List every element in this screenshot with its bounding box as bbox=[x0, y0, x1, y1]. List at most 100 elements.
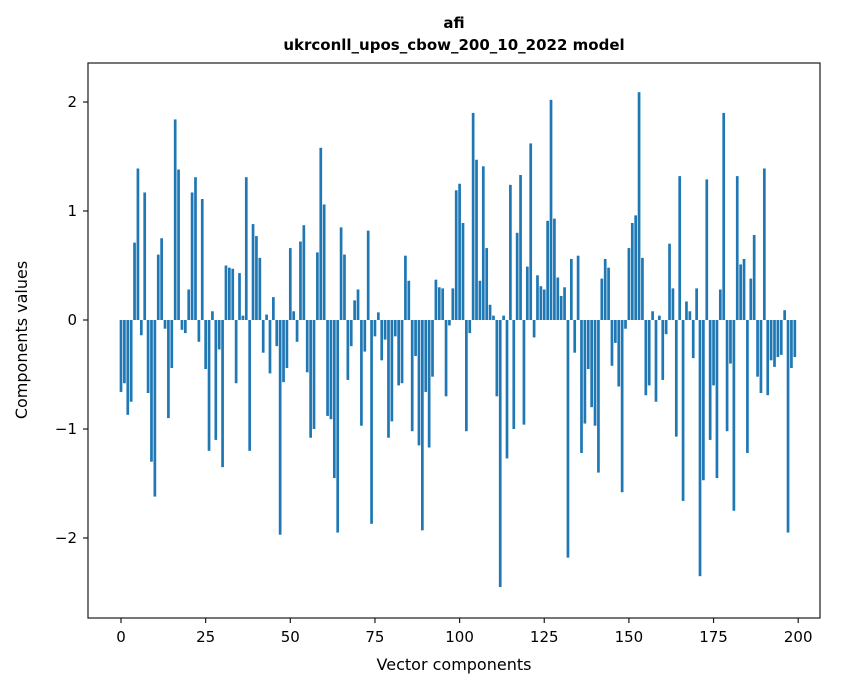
y-tick-label: −2 bbox=[55, 529, 77, 547]
y-tick-label: −1 bbox=[55, 420, 77, 438]
bar bbox=[749, 278, 753, 320]
bar bbox=[156, 254, 160, 320]
bar bbox=[329, 320, 333, 420]
bar bbox=[139, 320, 143, 336]
bar bbox=[644, 320, 648, 396]
x-tick-label: 175 bbox=[699, 628, 728, 646]
bar bbox=[481, 166, 485, 320]
bar bbox=[346, 320, 350, 380]
bar bbox=[776, 320, 780, 358]
bar bbox=[708, 320, 712, 440]
bar bbox=[566, 320, 570, 558]
bar bbox=[133, 242, 136, 320]
bar bbox=[729, 320, 732, 364]
bar bbox=[769, 320, 773, 361]
bar bbox=[414, 320, 417, 356]
bar bbox=[417, 320, 421, 446]
bar bbox=[569, 258, 573, 320]
x-tick-label: 0 bbox=[116, 628, 126, 646]
bar bbox=[387, 320, 390, 438]
bar bbox=[495, 320, 499, 397]
bar bbox=[150, 320, 153, 462]
bar bbox=[705, 179, 709, 320]
bar bbox=[407, 280, 411, 320]
x-axis-label: Vector components bbox=[377, 655, 532, 674]
bar bbox=[458, 183, 461, 320]
bar bbox=[404, 255, 407, 320]
bar bbox=[539, 286, 543, 320]
bar bbox=[288, 248, 292, 320]
y-tick-label: 0 bbox=[67, 311, 77, 329]
bar bbox=[305, 320, 309, 373]
bar bbox=[468, 320, 472, 334]
bar bbox=[502, 315, 505, 320]
axes-frame bbox=[87, 62, 821, 619]
bar bbox=[617, 320, 621, 387]
bar bbox=[542, 289, 546, 320]
bar bbox=[390, 320, 394, 422]
bar bbox=[265, 314, 268, 320]
bar bbox=[752, 234, 756, 320]
bar bbox=[180, 320, 184, 330]
x-tick-label: 150 bbox=[615, 628, 644, 646]
bar bbox=[153, 320, 157, 497]
bar bbox=[546, 220, 549, 320]
bar bbox=[224, 265, 228, 320]
bar bbox=[630, 222, 634, 320]
bar bbox=[183, 320, 187, 334]
bar bbox=[522, 320, 526, 425]
bar bbox=[211, 311, 214, 320]
bar bbox=[651, 311, 654, 320]
bar bbox=[492, 315, 495, 320]
bar bbox=[228, 267, 231, 320]
bar bbox=[444, 320, 448, 397]
bar bbox=[190, 192, 194, 320]
bar bbox=[316, 252, 319, 320]
bar bbox=[624, 320, 627, 329]
bar bbox=[610, 320, 614, 366]
bar bbox=[282, 320, 285, 383]
bar bbox=[600, 278, 604, 320]
bar bbox=[272, 297, 275, 320]
bar bbox=[299, 241, 302, 320]
bar bbox=[217, 320, 221, 350]
bar bbox=[661, 320, 665, 380]
bar bbox=[583, 320, 587, 424]
bar bbox=[383, 320, 387, 340]
bar bbox=[668, 243, 671, 320]
bar bbox=[746, 320, 749, 453]
bar bbox=[590, 320, 593, 408]
bar bbox=[119, 320, 123, 392]
bar bbox=[339, 227, 343, 320]
bar bbox=[421, 320, 424, 531]
bar bbox=[410, 320, 414, 432]
bar bbox=[336, 320, 340, 533]
bar bbox=[698, 320, 702, 577]
bar bbox=[576, 255, 580, 320]
bar bbox=[556, 277, 560, 320]
bar bbox=[437, 287, 441, 320]
bar bbox=[187, 289, 191, 320]
bar bbox=[529, 143, 533, 320]
bar bbox=[126, 320, 130, 415]
bar bbox=[136, 168, 140, 320]
bar bbox=[715, 320, 719, 479]
bar bbox=[451, 288, 455, 320]
bar bbox=[549, 99, 553, 320]
bar bbox=[461, 222, 465, 320]
y-tick-label: 2 bbox=[67, 93, 77, 111]
bar bbox=[441, 288, 445, 320]
bar bbox=[685, 301, 688, 320]
bar bbox=[712, 320, 715, 386]
bar bbox=[363, 320, 367, 352]
bar bbox=[674, 320, 678, 437]
bar bbox=[343, 254, 346, 320]
bar bbox=[278, 320, 282, 535]
bar bbox=[261, 320, 265, 353]
bar bbox=[759, 320, 763, 394]
y-axis-label: Components values bbox=[12, 261, 31, 419]
bar bbox=[356, 289, 360, 320]
bar bbox=[627, 248, 631, 320]
x-tick-label: 125 bbox=[530, 628, 559, 646]
bar bbox=[695, 288, 698, 320]
